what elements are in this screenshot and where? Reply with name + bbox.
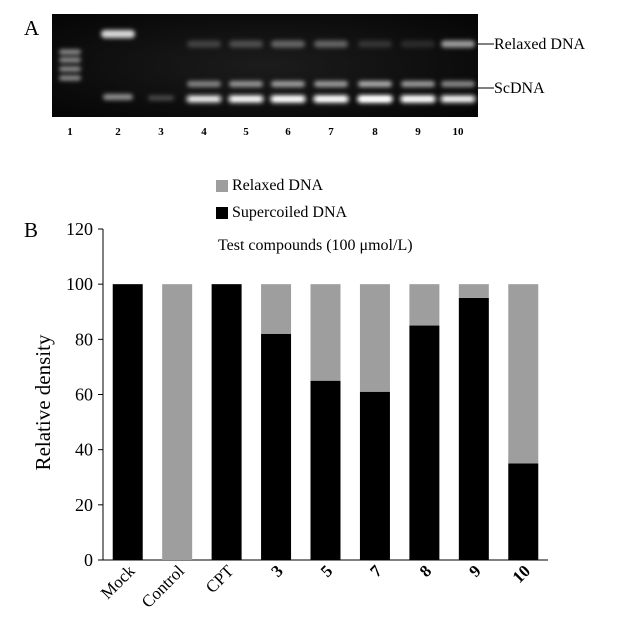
gel-sc-band-core bbox=[404, 97, 432, 101]
bar-supercoiled bbox=[458, 297, 489, 560]
lane-number: 10 bbox=[452, 126, 464, 138]
gel-upper-sc-band bbox=[358, 81, 392, 87]
legend-supercoiled-label: Supercoiled DNA bbox=[232, 204, 348, 221]
gel-upper-sc-band bbox=[229, 81, 263, 87]
gel-ladder-band bbox=[59, 49, 81, 55]
gel-relaxed-band bbox=[441, 40, 475, 48]
panel-a-letter: A bbox=[24, 16, 40, 40]
y-tick-label: 100 bbox=[66, 274, 93, 294]
legend-relaxed-label: Relaxed DNA bbox=[232, 177, 324, 194]
lane-number: 9 bbox=[415, 126, 421, 138]
y-tick-label: 40 bbox=[75, 440, 93, 460]
gel-sc-band-core bbox=[361, 97, 389, 101]
gel-sc-band-core bbox=[190, 97, 218, 101]
gel-ladder-band bbox=[59, 57, 81, 63]
bar-supercoiled bbox=[211, 284, 242, 560]
x-tick-label: 8 bbox=[416, 561, 435, 580]
x-tick-label: CPT bbox=[202, 561, 238, 597]
x-tick-label: 9 bbox=[465, 561, 484, 580]
gel-sc-band bbox=[148, 95, 174, 101]
gel-relaxed-band bbox=[358, 40, 392, 48]
lane-number: 5 bbox=[243, 126, 249, 138]
panel-b-letter: B bbox=[24, 218, 39, 242]
gel-sc-band bbox=[103, 94, 133, 100]
gel-ladder-band bbox=[59, 66, 81, 72]
scdna-band-label: ScDNA bbox=[494, 80, 545, 97]
y-axis-label: Relative density bbox=[31, 334, 55, 470]
gel-relaxed-band bbox=[229, 40, 263, 48]
legend-relaxed-swatch bbox=[216, 180, 228, 192]
bar-relaxed bbox=[261, 284, 292, 334]
lane-number: 8 bbox=[372, 126, 378, 138]
bar-relaxed bbox=[359, 284, 390, 392]
bar-relaxed bbox=[310, 284, 341, 381]
y-tick-label: 120 bbox=[66, 219, 93, 239]
gel-upper-sc-band bbox=[401, 81, 435, 87]
x-tick-label: 5 bbox=[317, 561, 336, 580]
lane-number: 3 bbox=[158, 126, 164, 138]
gel-sc-band-core bbox=[317, 97, 345, 101]
bar-supercoiled bbox=[508, 463, 539, 560]
lane-number: 6 bbox=[285, 126, 291, 138]
bar-supercoiled bbox=[409, 325, 440, 560]
gel-sc-band-core bbox=[274, 97, 302, 101]
gel-image bbox=[52, 14, 478, 117]
legend-relaxed: Relaxed DNA bbox=[216, 176, 323, 196]
bar-supercoiled bbox=[261, 333, 292, 560]
bar-relaxed bbox=[508, 284, 539, 464]
gel-ladder-band bbox=[59, 75, 81, 81]
bar-relaxed bbox=[409, 284, 440, 326]
gel-sc-band-core bbox=[444, 97, 472, 101]
y-tick-label: 0 bbox=[84, 550, 93, 570]
x-tick-label: Control bbox=[138, 561, 188, 611]
gel-relaxed-band bbox=[101, 30, 135, 38]
legend-supercoiled-swatch bbox=[216, 207, 228, 219]
x-tick-label: Mock bbox=[97, 561, 139, 603]
gel-upper-sc-band bbox=[187, 81, 221, 87]
lane-number: 1 bbox=[67, 126, 73, 138]
y-tick-label: 60 bbox=[75, 385, 93, 405]
y-tick-label: 80 bbox=[75, 329, 93, 349]
gel-upper-sc-band bbox=[441, 81, 475, 87]
band-marker-lines bbox=[478, 43, 494, 89]
x-tick-label: 7 bbox=[366, 561, 386, 581]
gel-upper-sc-band bbox=[314, 81, 348, 87]
legend-supercoiled: Supercoiled DNA bbox=[216, 203, 347, 223]
gel-relaxed-band bbox=[271, 40, 305, 48]
lane-number: 2 bbox=[115, 126, 121, 138]
lane-number: 4 bbox=[201, 126, 207, 138]
x-tick-label: 10 bbox=[509, 561, 534, 586]
bar-relaxed bbox=[458, 284, 489, 298]
relaxed-dna-band-label: Relaxed DNA bbox=[494, 36, 586, 53]
gel-sc-band-core bbox=[232, 97, 260, 101]
x-tick-label: 3 bbox=[267, 561, 286, 580]
gel-relaxed-band bbox=[314, 40, 348, 48]
gel-relaxed-band bbox=[187, 40, 221, 48]
bar-supercoiled bbox=[112, 284, 143, 560]
chart-annotation: Test compounds (100 μmol/L) bbox=[218, 237, 413, 254]
bar-supercoiled bbox=[359, 391, 390, 560]
lane-number: 7 bbox=[328, 126, 334, 138]
gel-relaxed-band bbox=[401, 40, 435, 48]
bar-supercoiled bbox=[310, 380, 341, 560]
bar-relaxed bbox=[162, 284, 193, 560]
gel-upper-sc-band bbox=[271, 81, 305, 87]
y-tick-label: 20 bbox=[75, 495, 93, 515]
